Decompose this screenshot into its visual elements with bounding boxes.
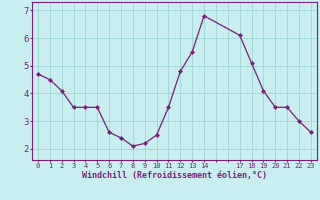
X-axis label: Windchill (Refroidissement éolien,°C): Windchill (Refroidissement éolien,°C)	[82, 171, 267, 180]
